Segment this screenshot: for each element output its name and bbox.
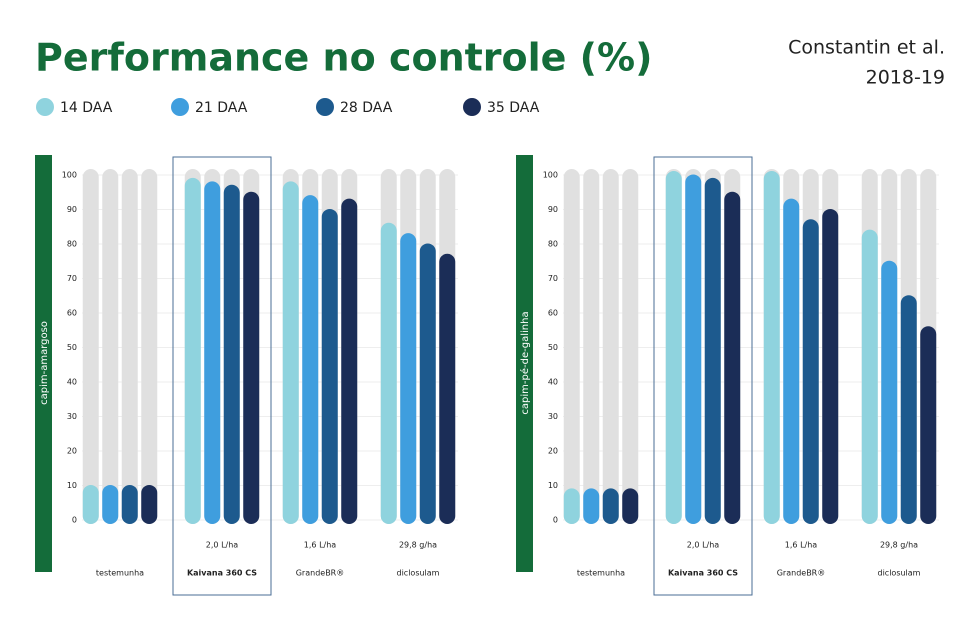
bar xyxy=(685,174,702,524)
y-tick-label: 10 xyxy=(548,481,558,490)
y-tick-label: 90 xyxy=(548,205,558,214)
bar xyxy=(341,198,358,524)
bar xyxy=(302,195,319,524)
x-tick-label: Kaivana 360 CS xyxy=(187,569,257,578)
bar xyxy=(223,184,240,525)
x-tick-label: diclosulam xyxy=(397,569,440,578)
x-tick-label: testemunha xyxy=(577,569,625,578)
bar xyxy=(724,191,741,524)
bar xyxy=(184,177,201,524)
bar xyxy=(282,181,299,524)
bar xyxy=(204,181,221,524)
bar xyxy=(802,219,819,525)
bar xyxy=(141,484,158,524)
bar xyxy=(763,171,780,524)
y-axis-label: capim-amargoso xyxy=(39,321,50,405)
dose-label: 1,6 L/ha xyxy=(785,541,817,550)
highlight-box xyxy=(172,156,272,596)
chart-title: Performance no controle (%) xyxy=(35,36,652,80)
y-tick-label: 80 xyxy=(67,240,77,249)
y-tick-label: 20 xyxy=(548,447,558,456)
dose-label: 2,0 L/ha xyxy=(687,541,719,550)
legend-label: 28 DAA xyxy=(340,100,393,116)
bar xyxy=(665,171,682,524)
y-tick-label: 90 xyxy=(67,205,77,214)
y-tick-label: 70 xyxy=(548,274,558,283)
bar xyxy=(102,484,119,524)
y-tick-label: 0 xyxy=(72,516,77,525)
bar xyxy=(783,198,800,524)
dose-label: 1,6 L/ha xyxy=(304,541,336,550)
bar xyxy=(900,295,917,524)
y-tick-label: 20 xyxy=(67,447,77,456)
y-tick-label: 40 xyxy=(548,378,558,387)
bar xyxy=(602,488,619,524)
legend-label: 21 DAA xyxy=(195,100,248,116)
y-tick-label: 80 xyxy=(548,240,558,249)
bar xyxy=(920,326,937,524)
bar xyxy=(439,253,456,525)
y-tick-label: 60 xyxy=(67,309,77,318)
y-tick-label: 100 xyxy=(543,171,558,180)
y-tick-label: 60 xyxy=(548,309,558,318)
bar xyxy=(419,243,436,524)
dose-label: 2,0 L/ha xyxy=(206,541,238,550)
x-tick-label: diclosulam xyxy=(878,569,921,578)
dose-label: 29,8 g/ha xyxy=(880,541,918,550)
highlight-box xyxy=(653,156,753,596)
source: 2018-19 xyxy=(866,67,945,89)
bar-background xyxy=(141,169,158,524)
source: Constantin et al. xyxy=(788,37,945,59)
bar xyxy=(82,484,99,524)
bar-background xyxy=(622,169,639,524)
legend-marker xyxy=(36,98,54,116)
y-tick-label: 50 xyxy=(548,343,558,352)
y-tick-label: 0 xyxy=(553,516,558,525)
legend-marker xyxy=(171,98,189,116)
x-tick-label: Kaivana 360 CS xyxy=(668,569,738,578)
bar-background xyxy=(121,169,138,524)
y-tick-label: 30 xyxy=(548,412,558,421)
axis-band xyxy=(516,155,533,572)
bar xyxy=(861,229,878,524)
bar xyxy=(243,191,260,524)
y-tick-label: 10 xyxy=(67,481,77,490)
axis-band xyxy=(35,155,52,572)
y-tick-label: 40 xyxy=(67,378,77,387)
x-tick-label: GrandeBR® xyxy=(296,569,345,578)
bar xyxy=(822,208,839,524)
legend-label: 35 DAA xyxy=(487,100,540,116)
bar-background xyxy=(602,169,619,524)
bar-background xyxy=(563,169,580,524)
bar xyxy=(321,208,338,524)
y-axis-label: capim-pé-de-galinha xyxy=(519,311,531,414)
y-tick-label: 70 xyxy=(67,274,77,283)
bar-background xyxy=(82,169,99,524)
bar xyxy=(704,177,721,524)
y-tick-label: 30 xyxy=(67,412,77,421)
y-tick-label: 100 xyxy=(62,171,77,180)
bar xyxy=(121,484,138,524)
legend-label: 14 DAA xyxy=(60,100,113,116)
bar xyxy=(881,260,898,524)
bar xyxy=(563,488,580,524)
legend-marker xyxy=(316,98,334,116)
bar xyxy=(380,222,397,524)
bar xyxy=(400,233,417,524)
y-tick-label: 50 xyxy=(67,343,77,352)
bar-background xyxy=(102,169,119,524)
bar-background xyxy=(583,169,600,524)
x-tick-label: testemunha xyxy=(96,569,144,578)
bar xyxy=(622,488,639,524)
legend-marker xyxy=(463,98,481,116)
bar xyxy=(583,488,600,524)
x-tick-label: GrandeBR® xyxy=(777,569,826,578)
dose-label: 29,8 g/ha xyxy=(399,541,437,550)
